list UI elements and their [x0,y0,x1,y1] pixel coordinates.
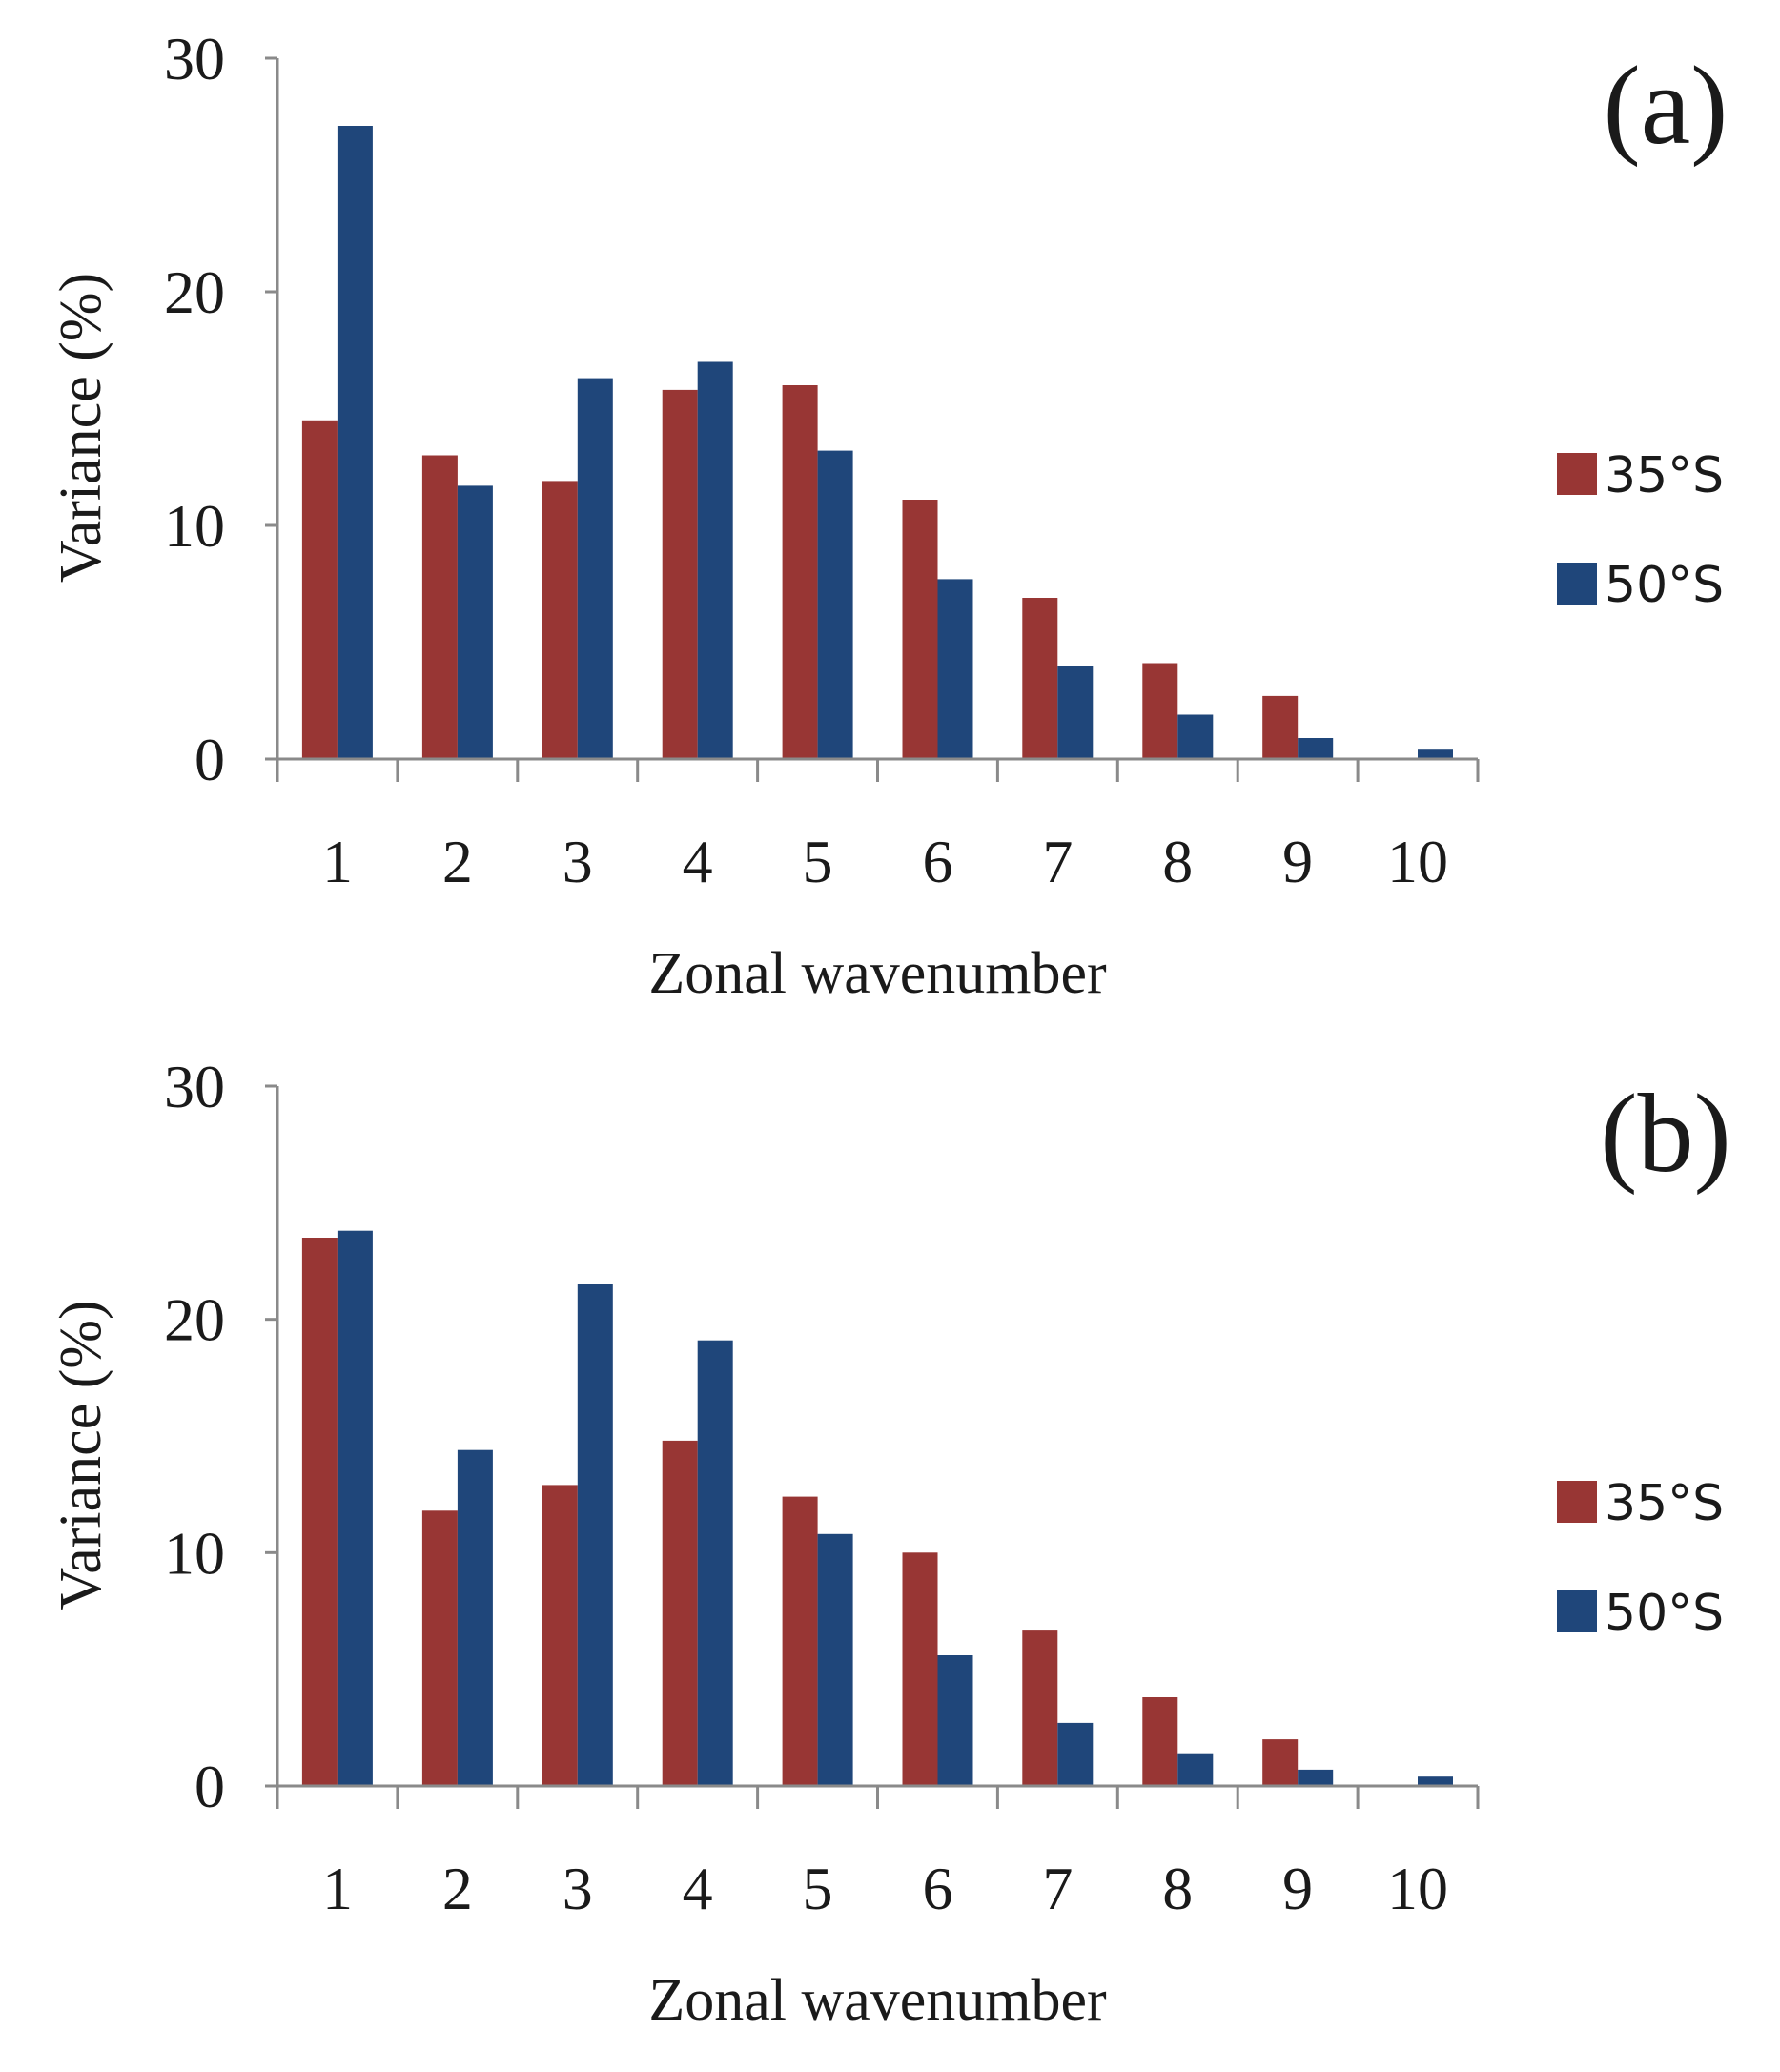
panel-label: (a) [1604,43,1729,168]
bar-35s-8 [1142,1697,1178,1786]
y-axis-title: Variance (%) [49,273,113,583]
y-tick-label: 20 [164,1286,225,1354]
bar-50s-1 [337,1230,373,1786]
y-tick-label: 10 [164,1519,225,1587]
bar-50s-5 [817,1533,853,1786]
x-tick-label: 6 [922,828,952,895]
bar-50s-2 [457,485,493,759]
y-axis-title: Variance (%) [49,1300,113,1610]
x-axis-title: Zonal wavenumber [648,941,1107,1006]
bar-50s-3 [577,1284,613,1786]
legend-label-50s: 50°S [1605,557,1724,614]
bar-35s-1 [301,420,338,760]
x-tick-label: 6 [922,1855,952,1922]
bar-35s-9 [1262,1739,1299,1786]
bar-35s-1 [301,1238,338,1786]
bar-50s-9 [1298,1769,1334,1786]
x-tick-label: 7 [1042,828,1073,895]
bar-35s-4 [662,1440,698,1786]
bar-35s-2 [421,1510,458,1786]
x-tick-label: 2 [442,828,473,895]
bar-35s-2 [421,455,458,759]
panel-b: 0 10 20 30 1 2 3 4 5 6 7 8 9 10 Zonal wavenumber Varian… [49,1053,1731,2033]
x-tick-label: 1 [322,828,353,895]
bar-50s-7 [1057,666,1094,759]
y-tick-label: 10 [164,492,225,560]
x-tick-label: 4 [683,828,713,895]
x-tick-label: 10 [1387,1855,1448,1922]
bar-35s-7 [1022,598,1058,759]
panel-label: (b) [1600,1071,1731,1196]
y-tick-label: 30 [164,25,225,92]
x-tick-label: 7 [1042,1855,1073,1922]
y-tick-label: 20 [164,258,225,326]
legend-label-35s: 35°S [1605,1475,1724,1532]
bar-50s-1 [337,126,373,759]
x-tick-label: 9 [1282,828,1313,895]
legend-swatch-50s [1557,1590,1597,1632]
x-tick-label: 8 [1162,1855,1193,1922]
bar-50s-8 [1177,714,1214,759]
bar-50s-5 [817,450,853,759]
bar-35s-4 [662,389,698,759]
bar-35s-3 [542,1485,578,1786]
bar-50s-6 [937,1655,973,1786]
x-tick-label: 5 [803,1855,833,1922]
y-tick-label: 30 [164,1053,225,1120]
bar-50s-10 [1418,1776,1453,1786]
bar-50s-4 [697,361,733,759]
legend-swatch-50s [1557,563,1597,605]
bar-50s-7 [1057,1722,1094,1786]
bar-50s-6 [937,579,973,759]
x-tick-label: 9 [1282,1855,1313,1922]
legend-swatch-35s [1557,453,1597,495]
bar-35s-7 [1022,1630,1058,1786]
x-tick-label: 4 [683,1855,713,1922]
bar-50s-4 [697,1340,733,1786]
bar-50s-3 [577,378,613,759]
y-tick-label: 0 [194,1753,225,1820]
x-tick-label: 8 [1162,828,1193,895]
legend-label-35s: 35°S [1605,447,1724,504]
bar-35s-5 [782,385,818,759]
bar-35s-8 [1142,663,1178,759]
bar-50s-8 [1177,1753,1214,1786]
legend-label-50s: 50°S [1605,1585,1724,1642]
x-tick-label: 1 [322,1855,353,1922]
bar-35s-5 [782,1496,818,1786]
bar-35s-6 [902,1552,938,1786]
bar-35s-9 [1262,695,1299,759]
legend-swatch-35s [1557,1481,1597,1523]
x-tick-label: 2 [442,1855,473,1922]
x-tick-label: 5 [803,828,833,895]
x-tick-label: 3 [563,828,593,895]
bar-50s-2 [457,1449,493,1786]
y-tick-label: 0 [194,726,225,793]
bar-35s-6 [902,500,938,759]
panel-a: 0 10 20 30 1 2 3 4 5 6 7 8 9 10 Zonal wavenumber Varian… [49,25,1728,1006]
bar-50s-10 [1418,749,1453,759]
x-tick-label: 10 [1387,828,1448,895]
x-tick-label: 3 [563,1855,593,1922]
bar-50s-9 [1298,738,1334,759]
x-axis-title: Zonal wavenumber [648,1968,1107,2033]
bar-35s-3 [542,481,578,759]
